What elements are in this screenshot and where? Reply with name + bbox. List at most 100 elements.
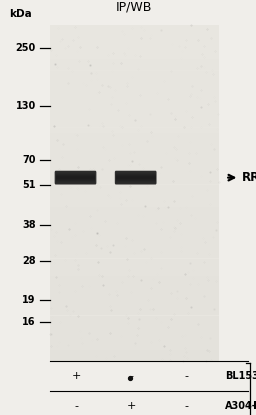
Bar <box>56 183 95 185</box>
Bar <box>56 170 95 172</box>
Bar <box>50 287 219 293</box>
Bar <box>56 173 95 176</box>
Bar <box>56 175 95 177</box>
Bar <box>56 180 95 182</box>
Bar <box>50 99 219 105</box>
Bar <box>116 171 156 173</box>
Bar <box>56 171 95 173</box>
Bar <box>116 173 156 175</box>
Bar <box>116 172 156 174</box>
Bar <box>56 172 95 174</box>
Bar <box>116 173 156 176</box>
Bar <box>56 182 95 184</box>
Bar <box>56 182 95 184</box>
Bar <box>56 172 95 174</box>
Bar <box>116 177 156 179</box>
Bar <box>50 25 219 31</box>
Bar <box>116 171 156 173</box>
Bar <box>116 170 156 172</box>
Bar <box>116 183 156 186</box>
Bar <box>56 182 95 184</box>
Bar <box>116 176 156 178</box>
Bar <box>50 276 219 281</box>
Bar <box>56 183 95 186</box>
Bar <box>116 181 156 182</box>
Bar <box>56 177 95 179</box>
Bar <box>56 176 95 178</box>
Bar <box>116 174 156 176</box>
Bar <box>50 333 219 338</box>
Bar <box>116 172 156 174</box>
Bar <box>50 54 219 59</box>
Bar <box>116 179 156 181</box>
Bar <box>56 176 95 178</box>
Bar <box>116 181 156 183</box>
Bar <box>50 338 219 344</box>
Bar <box>56 178 95 180</box>
Bar <box>56 183 95 185</box>
Bar <box>116 176 156 178</box>
Bar <box>116 171 156 173</box>
Bar <box>50 82 219 88</box>
Bar <box>116 181 156 183</box>
Bar <box>116 178 156 181</box>
Text: 28: 28 <box>22 256 36 266</box>
Bar <box>50 145 219 150</box>
Text: RRP8: RRP8 <box>242 171 256 184</box>
Bar <box>56 178 95 180</box>
Bar <box>116 175 156 177</box>
Bar <box>56 176 95 178</box>
Bar <box>56 179 95 181</box>
Bar <box>116 180 156 182</box>
Bar <box>50 293 219 298</box>
Bar <box>56 170 95 172</box>
Bar <box>116 177 156 179</box>
Bar <box>116 177 156 178</box>
Bar <box>50 116 219 122</box>
Bar <box>116 177 156 179</box>
Text: BL15381: BL15381 <box>225 371 256 381</box>
Bar <box>56 175 95 177</box>
Bar <box>56 173 95 175</box>
Bar <box>50 71 219 76</box>
Bar <box>116 173 156 175</box>
Text: -: - <box>130 371 134 381</box>
Bar <box>116 183 156 185</box>
Bar <box>56 181 95 183</box>
Bar <box>50 150 219 156</box>
Bar <box>50 321 219 327</box>
Bar <box>56 176 95 178</box>
Bar <box>56 173 95 175</box>
Bar <box>56 177 95 179</box>
Bar <box>116 183 156 185</box>
Bar <box>116 174 156 176</box>
Text: 38: 38 <box>22 220 36 230</box>
Bar <box>50 110 219 116</box>
Bar <box>56 177 95 179</box>
Bar <box>116 173 156 176</box>
Bar <box>116 180 156 182</box>
Bar <box>116 171 156 173</box>
Bar <box>116 176 156 178</box>
Bar <box>116 181 156 183</box>
Bar <box>50 162 219 167</box>
Bar <box>50 122 219 127</box>
Bar <box>116 171 156 173</box>
Bar <box>56 179 95 181</box>
Bar <box>50 208 219 213</box>
Bar <box>56 172 95 174</box>
Bar <box>116 177 156 178</box>
Bar <box>116 180 156 182</box>
Bar <box>56 181 95 183</box>
Bar <box>56 181 95 183</box>
Bar <box>56 175 95 177</box>
Bar <box>116 175 156 177</box>
Bar <box>56 174 95 176</box>
Bar <box>56 170 95 172</box>
Bar <box>56 180 95 182</box>
Bar <box>56 171 95 173</box>
Bar <box>50 42 219 48</box>
Bar <box>116 170 156 172</box>
Bar <box>56 182 95 184</box>
Bar <box>116 170 156 172</box>
